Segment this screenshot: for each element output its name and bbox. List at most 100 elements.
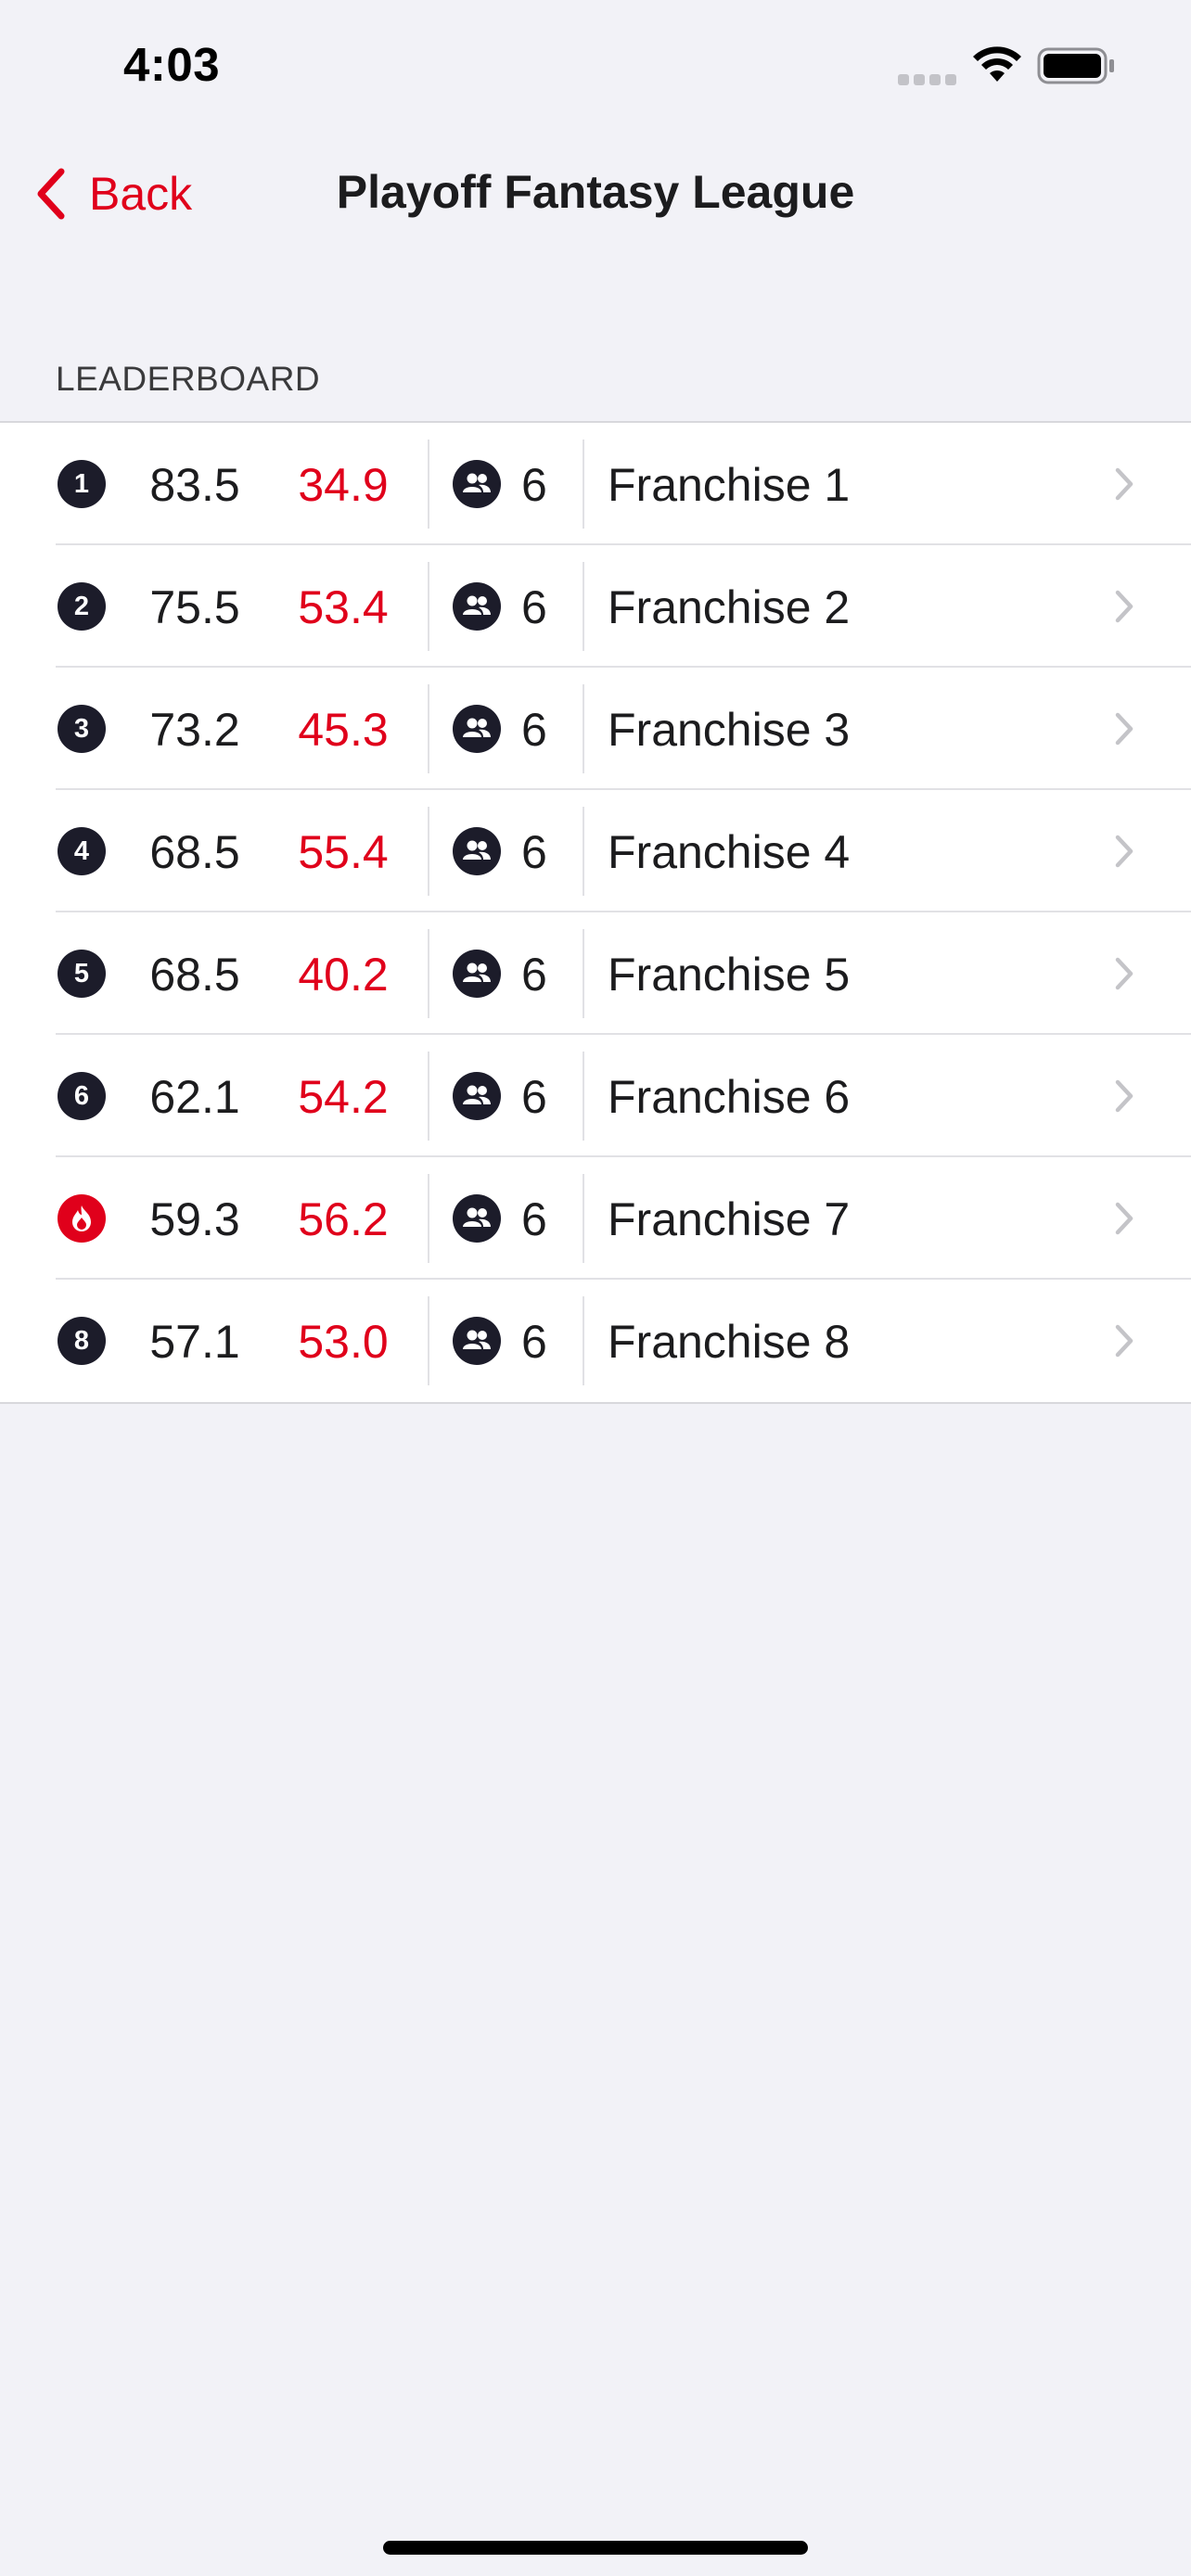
divider bbox=[428, 1052, 429, 1141]
people-icon bbox=[453, 460, 501, 508]
row-separator bbox=[56, 1033, 1191, 1035]
rank-badge: 1 bbox=[58, 460, 106, 508]
score-value: 75.5 bbox=[149, 581, 240, 633]
back-label: Back bbox=[89, 168, 193, 220]
score-value: 57.1 bbox=[149, 1316, 240, 1368]
projected-value: 45.3 bbox=[298, 704, 389, 756]
divider bbox=[428, 1174, 429, 1263]
people-icon bbox=[453, 1194, 501, 1243]
projected-value: 56.2 bbox=[298, 1193, 389, 1245]
divider bbox=[428, 440, 429, 529]
rank-badge: 5 bbox=[58, 950, 106, 998]
franchise-name: Franchise 8 bbox=[608, 1316, 851, 1368]
member-count: 6 bbox=[521, 1193, 547, 1245]
franchise-name: Franchise 5 bbox=[608, 949, 851, 1001]
rank-badge: 3 bbox=[58, 705, 106, 753]
chevron-right-icon bbox=[1113, 1200, 1135, 1237]
franchise-name: Franchise 7 bbox=[608, 1193, 851, 1245]
member-count: 6 bbox=[521, 949, 547, 1001]
divider bbox=[583, 807, 584, 896]
cellular-signal-icon bbox=[898, 74, 957, 85]
member-count: 6 bbox=[521, 581, 547, 633]
row-separator bbox=[56, 788, 1191, 790]
row-separator bbox=[56, 1278, 1191, 1280]
rank-badge: 6 bbox=[58, 1072, 106, 1120]
divider bbox=[583, 684, 584, 773]
chevron-right-icon bbox=[1113, 465, 1135, 503]
franchise-name: Franchise 2 bbox=[608, 581, 851, 633]
leaderboard-row[interactable]: 5 68.5 40.2 6 Franchise 5 bbox=[0, 912, 1191, 1035]
score-value: 83.5 bbox=[149, 459, 240, 511]
divider bbox=[583, 929, 584, 1018]
divider bbox=[428, 562, 429, 651]
franchise-name: Franchise 1 bbox=[608, 459, 851, 511]
member-count: 6 bbox=[521, 704, 547, 756]
status-bar: 4:03 bbox=[0, 0, 1191, 130]
rank-badge: 4 bbox=[58, 827, 106, 875]
divider bbox=[583, 1174, 584, 1263]
divider bbox=[583, 1296, 584, 1385]
chevron-right-icon bbox=[1113, 833, 1135, 870]
projected-value: 40.2 bbox=[298, 949, 389, 1001]
people-icon bbox=[453, 705, 501, 753]
projected-value: 55.4 bbox=[298, 826, 389, 878]
score-value: 59.3 bbox=[149, 1193, 240, 1245]
home-indicator[interactable] bbox=[383, 2541, 808, 2555]
leaderboard-list: 1 83.5 34.9 6 Franchise 1 2 75.5 53.4 6 Franchise… bbox=[0, 421, 1191, 1404]
rank-badge: 8 bbox=[58, 1317, 106, 1365]
status-time: 4:03 bbox=[123, 38, 221, 91]
chevron-right-icon bbox=[1113, 955, 1135, 992]
leaderboard-row[interactable]: 4 68.5 55.4 6 Franchise 4 bbox=[0, 790, 1191, 912]
score-value: 73.2 bbox=[149, 704, 240, 756]
leaderboard-row[interactable]: 59.3 56.2 6 Franchise 7 bbox=[0, 1157, 1191, 1280]
projected-value: 53.4 bbox=[298, 581, 389, 633]
divider bbox=[428, 807, 429, 896]
chevron-left-icon bbox=[37, 168, 65, 220]
row-separator bbox=[56, 911, 1191, 912]
divider bbox=[428, 929, 429, 1018]
chevron-right-icon bbox=[1113, 588, 1135, 625]
divider bbox=[583, 562, 584, 651]
row-separator bbox=[56, 1155, 1191, 1157]
chevron-right-icon bbox=[1113, 1078, 1135, 1115]
leaderboard-row[interactable]: 2 75.5 53.4 6 Franchise 2 bbox=[0, 545, 1191, 668]
wifi-icon bbox=[973, 46, 1021, 82]
projected-value: 53.0 bbox=[298, 1316, 389, 1368]
franchise-name: Franchise 4 bbox=[608, 826, 851, 878]
member-count: 6 bbox=[521, 826, 547, 878]
member-count: 6 bbox=[521, 1316, 547, 1368]
franchise-name: Franchise 3 bbox=[608, 704, 851, 756]
row-separator bbox=[56, 543, 1191, 545]
divider bbox=[428, 1296, 429, 1385]
people-icon bbox=[453, 827, 501, 875]
rank-badge: 2 bbox=[58, 582, 106, 631]
people-icon bbox=[453, 950, 501, 998]
divider bbox=[428, 684, 429, 773]
row-separator bbox=[56, 666, 1191, 668]
people-icon bbox=[453, 1072, 501, 1120]
franchise-name: Franchise 6 bbox=[608, 1071, 851, 1123]
projected-value: 54.2 bbox=[298, 1071, 389, 1123]
navigation-bar: Back Playoff Fantasy League bbox=[0, 130, 1191, 255]
people-icon bbox=[453, 582, 501, 631]
flame-icon bbox=[58, 1194, 106, 1243]
chevron-right-icon bbox=[1113, 710, 1135, 747]
score-value: 68.5 bbox=[149, 949, 240, 1001]
divider bbox=[583, 1052, 584, 1141]
member-count: 6 bbox=[521, 1071, 547, 1123]
leaderboard-row[interactable]: 1 83.5 34.9 6 Franchise 1 bbox=[0, 423, 1191, 545]
member-count: 6 bbox=[521, 459, 547, 511]
page-title: Playoff Fantasy League bbox=[336, 166, 855, 218]
section-header: LEADERBOARD bbox=[56, 360, 321, 398]
leaderboard-row[interactable]: 8 57.1 53.0 6 Franchise 8 bbox=[0, 1280, 1191, 1402]
score-value: 68.5 bbox=[149, 826, 240, 878]
battery-icon bbox=[1037, 47, 1114, 84]
leaderboard-row[interactable]: 6 62.1 54.2 6 Franchise 6 bbox=[0, 1035, 1191, 1157]
leaderboard-row[interactable]: 3 73.2 45.3 6 Franchise 3 bbox=[0, 668, 1191, 790]
divider bbox=[583, 440, 584, 529]
score-value: 62.1 bbox=[149, 1071, 240, 1123]
people-icon bbox=[453, 1317, 501, 1365]
back-button[interactable]: Back bbox=[33, 161, 192, 226]
chevron-right-icon bbox=[1113, 1322, 1135, 1359]
